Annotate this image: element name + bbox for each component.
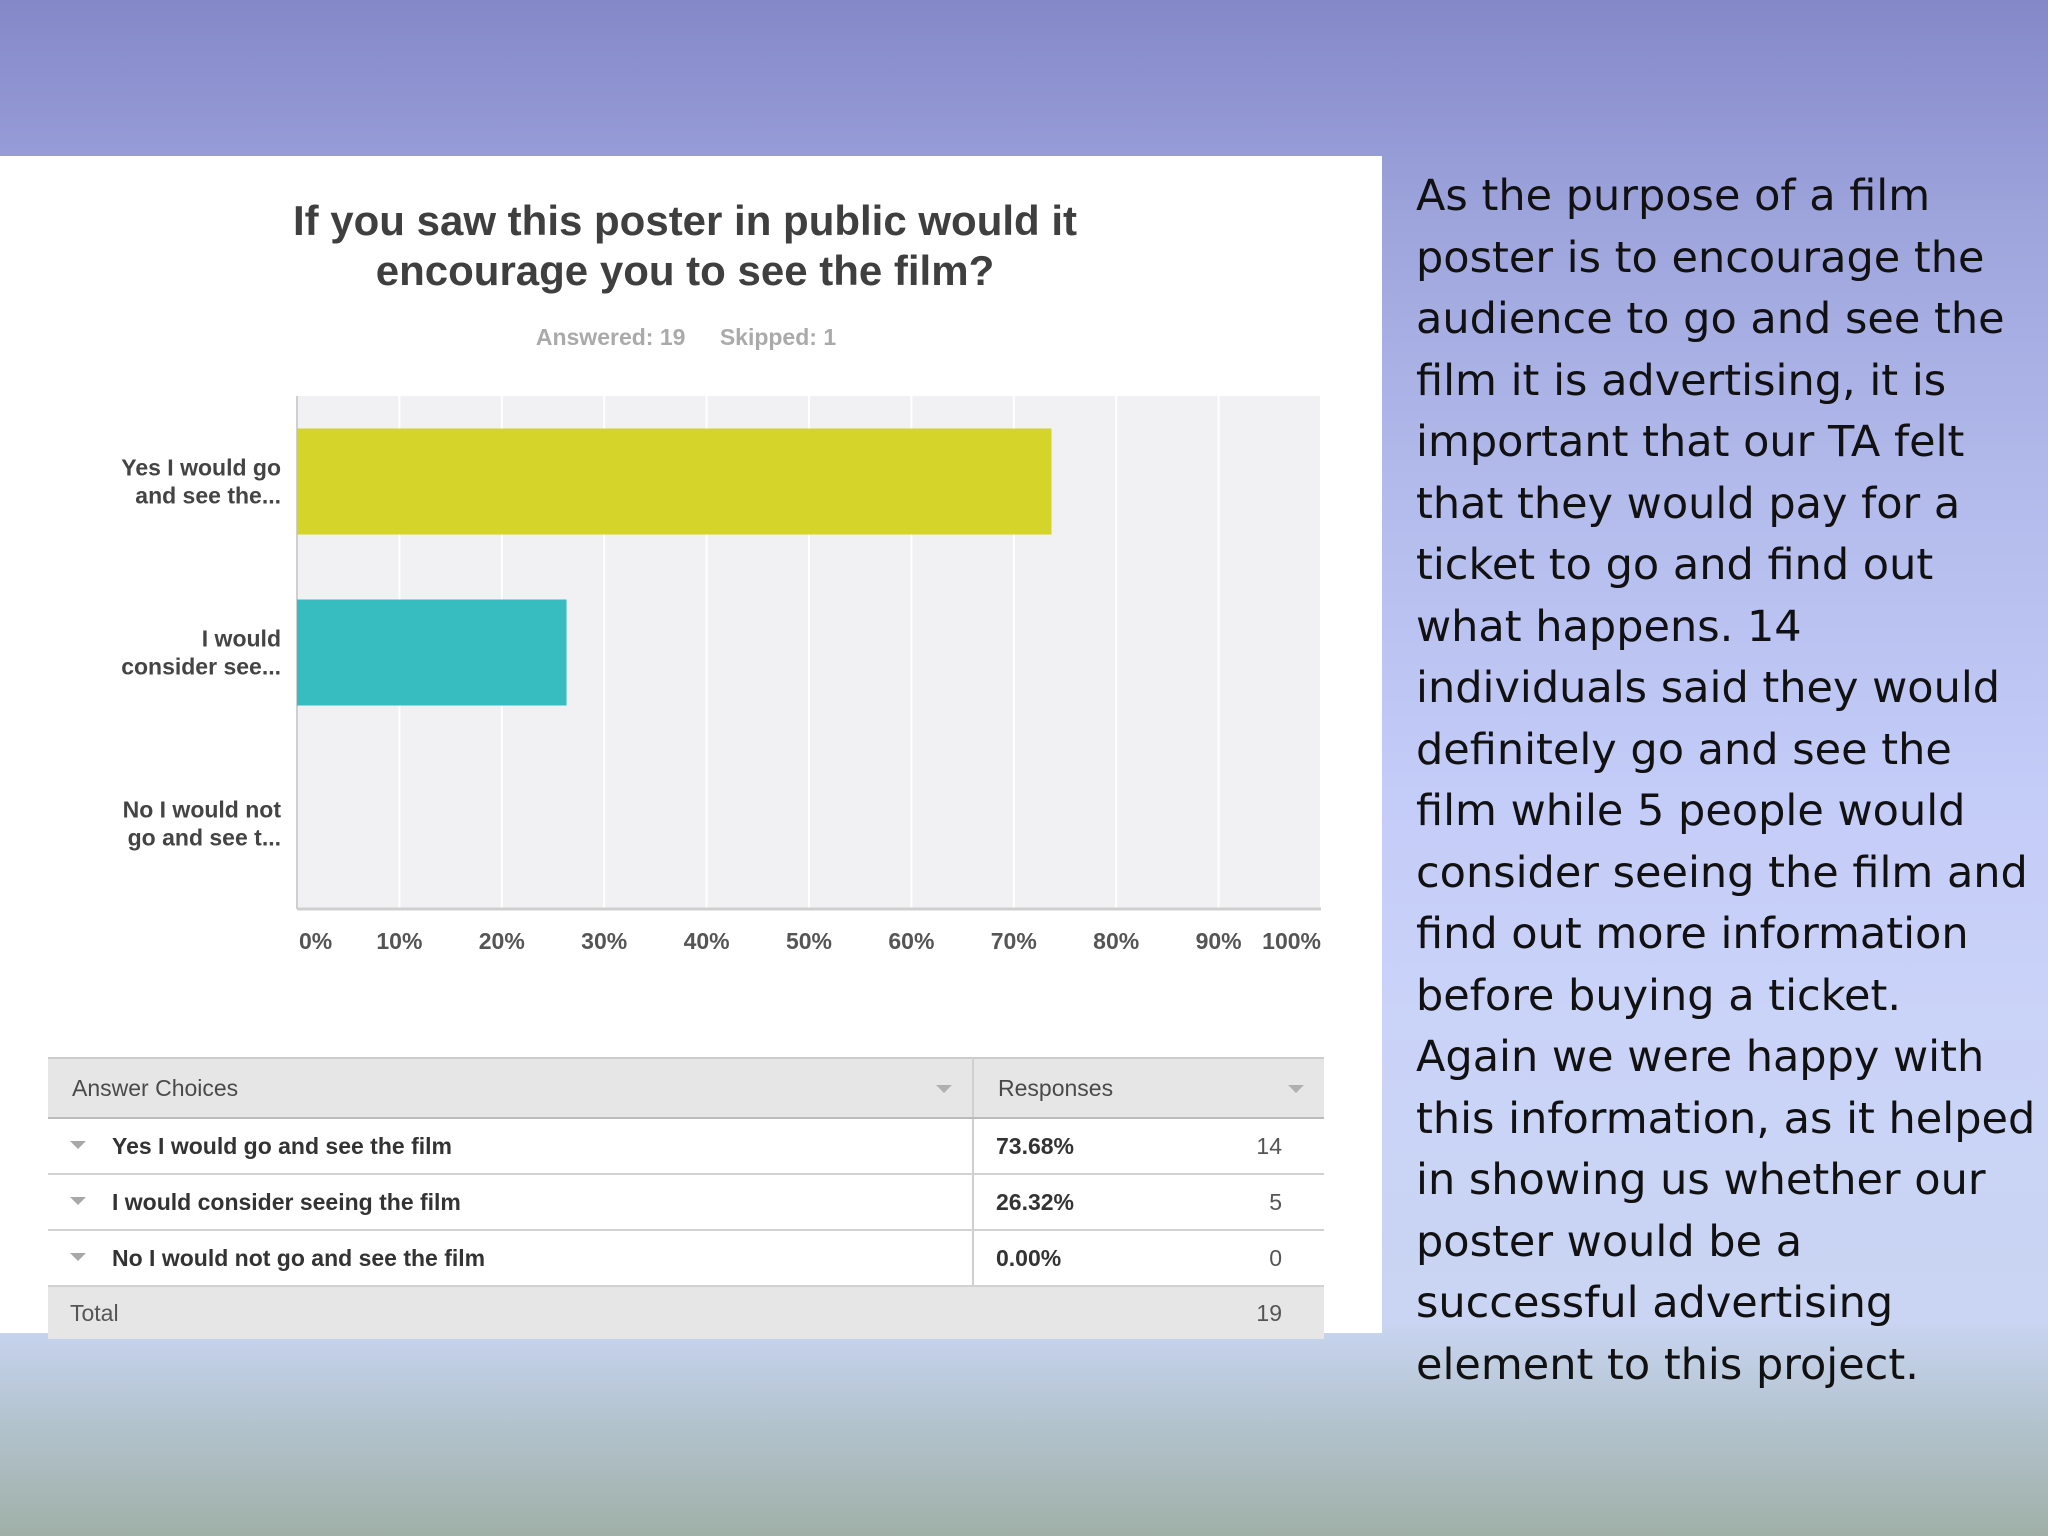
x-tick-label: 80% [1093,928,1139,954]
choice-label: No I would not go and see the film [112,1244,486,1271]
x-tick-label: 90% [1196,928,1242,954]
choice-cell: No I would not go and see the film [48,1230,974,1287]
table-row: I would consider seeing the film 26.32% … [48,1174,1324,1231]
choice-cell: Yes I would go and see the film [48,1118,974,1175]
count-cell: 0 [1183,1230,1324,1287]
x-tick-label: 100% [1262,928,1321,954]
count-cell: 5 [1183,1174,1324,1231]
x-tick-label: 0% [299,928,332,954]
choice-label: I would consider seeing the film [112,1188,461,1215]
sort-dropdown-icon[interactable] [936,1085,952,1093]
percent-cell: 26.32% [973,1174,1184,1231]
table-total-row: Total 19 [48,1285,1324,1339]
bar [297,428,1052,535]
table-row: No I would not go and see the film 0.00%… [48,1230,1324,1287]
answer-choices-table: Answer Choices Responses Yes I would go … [48,1057,1324,1339]
x-tick-label: 60% [888,928,934,954]
total-spacer [973,1285,1184,1339]
x-tick-labels: 0% 10% 20% 30% 40% 50% 60% 70% 80% 90% 100% [299,928,1321,954]
table-header-row: Answer Choices Responses [48,1057,1324,1119]
category-label: No I would not [123,797,282,823]
bars [297,428,1052,706]
total-value: 19 [1183,1285,1324,1339]
choice-label: Yes I would go and see the film [112,1132,452,1159]
percent-cell: 73.68% [973,1118,1184,1175]
category-label: consider see... [121,654,281,680]
category-label: I would [202,626,281,652]
answered-count: Answered: 19 [535,324,686,350]
total-label: Total [48,1285,973,1339]
x-tick-label: 40% [684,928,730,954]
chart-title: If you saw this poster in public would i… [292,197,1078,294]
x-tick-label: 10% [376,928,422,954]
responses-header[interactable]: Responses [973,1057,1324,1119]
x-tick-label: 50% [786,928,832,954]
answer-choices-header-label: Answer Choices [72,1074,239,1101]
percent-cell: 0.00% [973,1230,1184,1287]
sort-dropdown-icon[interactable] [1288,1085,1304,1093]
category-label: and see the... [135,483,281,509]
count-cell: 14 [1183,1118,1324,1175]
responses-header-label: Responses [998,1074,1114,1101]
category-label: Yes I would go [121,455,281,481]
survey-results-panel: If you saw this poster in public would i… [0,156,1382,1339]
choice-cell: I would consider seeing the film [48,1174,974,1231]
expand-caret-icon[interactable] [70,1253,86,1262]
expand-caret-icon[interactable] [70,1197,86,1206]
skipped-count: Skipped: 1 [719,324,837,350]
answer-choices-header[interactable]: Answer Choices [48,1057,974,1119]
x-tick-label: 30% [581,928,627,954]
bar [297,599,567,706]
x-tick-label: 20% [479,928,525,954]
expand-caret-icon[interactable] [70,1141,86,1150]
commentary-text: As the purpose of a film poster is to en… [1416,171,2036,1390]
response-stats: Answered: 19 Skipped: 1 [0,324,1372,351]
x-tick-label: 70% [991,928,1037,954]
table-row: Yes I would go and see the film 73.68% 1… [48,1118,1324,1175]
category-label: go and see t... [128,825,281,851]
